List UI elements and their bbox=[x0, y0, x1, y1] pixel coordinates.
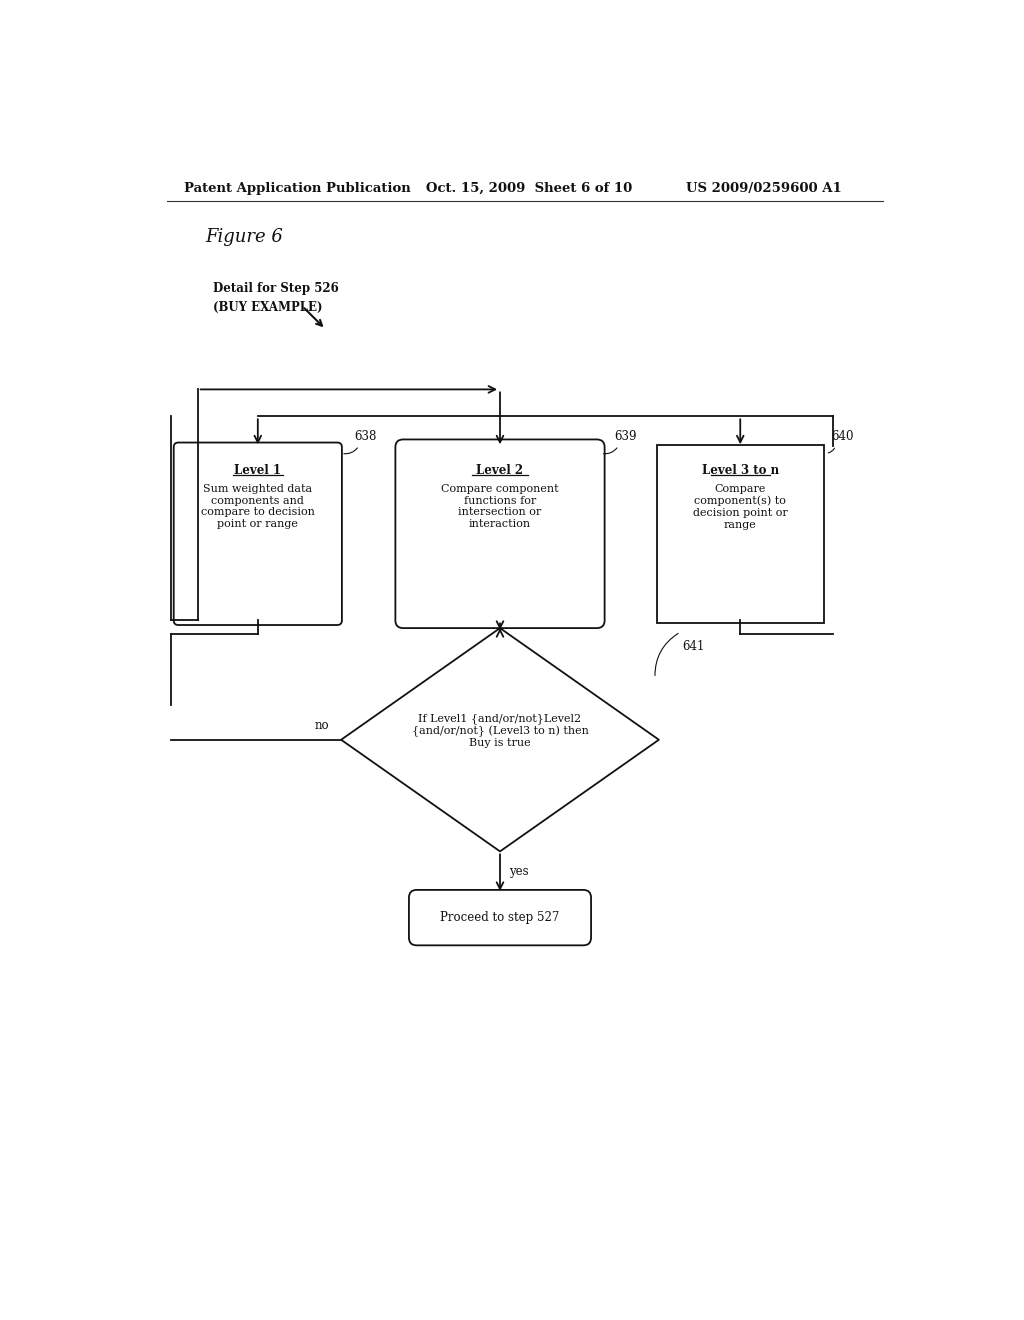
Text: Sum weighted data
components and
compare to decision
point or range: Sum weighted data components and compare… bbox=[201, 484, 314, 529]
Text: 639: 639 bbox=[614, 430, 637, 444]
Text: 640: 640 bbox=[830, 430, 853, 444]
FancyBboxPatch shape bbox=[395, 440, 604, 628]
Text: no: no bbox=[314, 719, 330, 733]
Text: Level 1: Level 1 bbox=[234, 465, 282, 477]
Text: If Level1 {and/or/not}Level2
{and/or/not} (Level3 to n) then
Buy is true: If Level1 {and/or/not}Level2 {and/or/not… bbox=[412, 713, 589, 748]
Text: Level 2: Level 2 bbox=[476, 465, 523, 477]
Text: Level 3 to n: Level 3 to n bbox=[701, 465, 779, 477]
FancyBboxPatch shape bbox=[656, 445, 824, 623]
Text: Proceed to step 527: Proceed to step 527 bbox=[440, 911, 560, 924]
Text: 641: 641 bbox=[682, 640, 705, 652]
FancyBboxPatch shape bbox=[409, 890, 591, 945]
Text: Oct. 15, 2009  Sheet 6 of 10: Oct. 15, 2009 Sheet 6 of 10 bbox=[426, 182, 633, 194]
Text: Compare component
functions for
intersection or
interaction: Compare component functions for intersec… bbox=[441, 484, 559, 529]
Text: Detail for Step 526: Detail for Step 526 bbox=[213, 281, 339, 294]
Text: US 2009/0259600 A1: US 2009/0259600 A1 bbox=[686, 182, 842, 194]
Text: Figure 6: Figure 6 bbox=[206, 227, 284, 246]
Text: (BUY EXAMPLE): (BUY EXAMPLE) bbox=[213, 301, 323, 314]
FancyBboxPatch shape bbox=[174, 442, 342, 626]
Text: Patent Application Publication: Patent Application Publication bbox=[183, 182, 411, 194]
Text: Compare
component(s) to
decision point or
range: Compare component(s) to decision point o… bbox=[693, 484, 787, 529]
Text: yes: yes bbox=[509, 866, 529, 878]
Text: 638: 638 bbox=[354, 430, 377, 444]
